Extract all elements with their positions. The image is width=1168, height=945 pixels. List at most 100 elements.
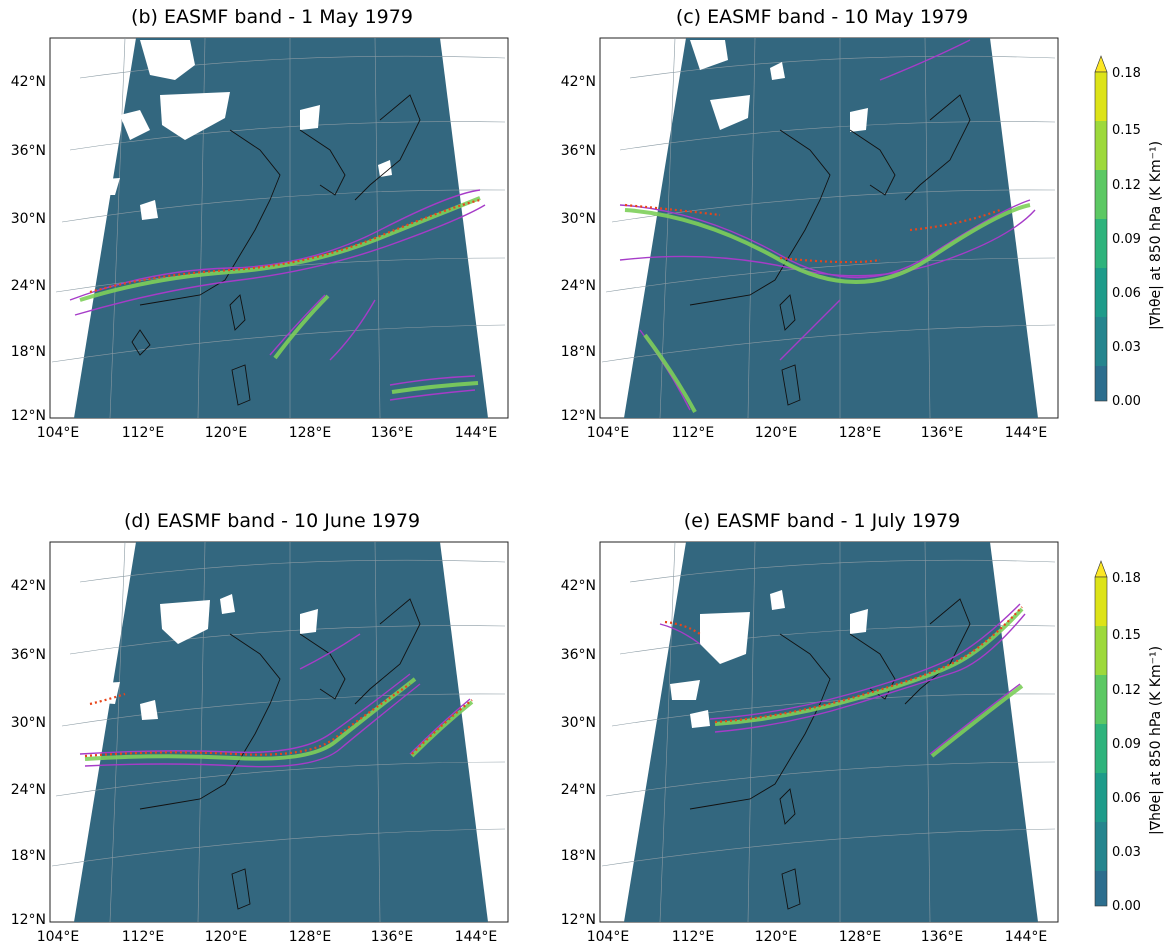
panel-b: (b) EASMF band - 1 May 1979 <box>0 0 560 460</box>
lat-label: 18°N <box>11 848 46 864</box>
land-gaps <box>690 40 868 132</box>
land-gaps <box>90 40 392 220</box>
colorbar-bin <box>1095 72 1107 121</box>
lon-label: 144°E <box>455 929 498 945</box>
colorbar-bin <box>1095 822 1107 871</box>
colorbar-tick: 0.06 <box>1112 286 1141 301</box>
front-band <box>624 203 1031 413</box>
lon-label: 112°E <box>122 425 165 441</box>
panel-title: (e) EASMF band - 1 July 1979 <box>683 510 961 532</box>
colorbar-tick: 0.09 <box>1112 232 1141 247</box>
colorbar-svg: 0.18 0.15 0.12 0.09 0.06 0.03 0.00 <box>1094 55 1141 409</box>
lon-label: 144°E <box>1005 929 1048 945</box>
colorbar-tick: 0.15 <box>1112 123 1141 138</box>
lat-label: 30°N <box>561 715 596 731</box>
graticule <box>51 541 506 923</box>
lat-label: 42°N <box>11 74 46 90</box>
map-field <box>74 38 488 418</box>
lat-label: 24°N <box>561 782 596 798</box>
lon-label: 112°E <box>672 425 715 441</box>
colorbar-tick: 0.15 <box>1112 628 1141 643</box>
lat-label: 18°N <box>561 344 596 360</box>
graticule <box>601 541 1056 923</box>
colorbar-bin <box>1095 170 1107 219</box>
colorbar-extend <box>1094 560 1108 578</box>
lat-label: 18°N <box>11 344 46 360</box>
lat-label: 30°N <box>561 211 596 227</box>
land-gaps <box>670 590 868 728</box>
colorbar-bin <box>1095 724 1107 773</box>
lon-label: 144°E <box>455 425 498 441</box>
colorbar-label: |∇hθe| at 850 hPa (K Km⁻¹) <box>1148 140 1164 330</box>
contours <box>659 603 1026 755</box>
colorbar-bin <box>1095 626 1107 675</box>
colorbar-bin <box>1095 219 1107 268</box>
colorbar-label: |∇hθe| at 850 hPa (K Km⁻¹) <box>1148 645 1164 835</box>
lon-axis-labels: 104°E 112°E 120°E 128°E 136°E 144°E <box>37 929 498 945</box>
colorbar-tick: 0.12 <box>1112 683 1141 698</box>
lat-label: 42°N <box>11 578 46 594</box>
colorbar-tick: 0.00 <box>1112 899 1141 914</box>
front-band <box>84 677 474 761</box>
front-band <box>79 196 481 394</box>
map-field <box>624 542 1038 922</box>
panel-d: (d) EASMF band - 10 June 1979 <box>0 504 560 945</box>
colorbar-svg: 0.18 0.15 0.12 0.09 0.06 0.03 0.00 <box>1094 560 1141 914</box>
front-markers <box>89 198 481 294</box>
lat-label: 12°N <box>11 912 46 928</box>
colorbar-tick: 0.12 <box>1112 178 1141 193</box>
lon-label: 120°E <box>755 425 798 441</box>
colorbar-bin <box>1095 577 1107 626</box>
lon-label: 120°E <box>755 929 798 945</box>
lon-label: 112°E <box>122 929 165 945</box>
lat-label: 18°N <box>561 848 596 864</box>
lon-label: 104°E <box>587 425 630 441</box>
lon-label: 128°E <box>289 929 332 945</box>
lon-label: 144°E <box>1005 425 1048 441</box>
front-markers <box>664 606 1023 724</box>
colorbar-bin <box>1095 121 1107 170</box>
lon-label: 128°E <box>839 929 882 945</box>
panel-title: (d) EASMF band - 10 June 1979 <box>123 510 421 532</box>
panel-title: (b) EASMF band - 1 May 1979 <box>131 6 413 28</box>
lon-label: 136°E <box>921 929 964 945</box>
colorbar-tick: 0.06 <box>1112 791 1141 806</box>
front-markers <box>84 683 473 758</box>
front-band <box>714 607 1024 758</box>
colorbar-extend <box>1094 55 1108 73</box>
coastline <box>689 94 971 406</box>
panel-c: (c) EASMF band - 10 May 1979 <box>550 0 1070 460</box>
lon-label: 136°E <box>371 425 414 441</box>
map-plot: 42°N 36°N 30°N 24°N 18°N 12°N 104°E 112°… <box>561 37 1059 441</box>
lon-label: 136°E <box>371 929 414 945</box>
colorbar-bottom: 0.18 0.15 0.12 0.09 0.06 0.03 0.00 |∇hθe… <box>1090 555 1168 925</box>
map-plot: 42°N 36°N 30°N 24°N 18°N 12°N 104°E 112°… <box>11 37 509 441</box>
lon-label: 128°E <box>839 425 882 441</box>
lat-label: 30°N <box>11 715 46 731</box>
lat-label: 42°N <box>561 578 596 594</box>
lon-label: 120°E <box>205 929 248 945</box>
lat-label: 24°N <box>561 278 596 294</box>
lat-label: 12°N <box>11 408 46 424</box>
lat-label: 36°N <box>11 647 46 663</box>
colorbar-bin <box>1095 317 1107 366</box>
map-field <box>624 38 1038 418</box>
lat-axis-labels: 42°N 36°N 30°N 24°N 18°N 12°N <box>11 74 46 424</box>
panel-title: (c) EASMF band - 10 May 1979 <box>675 6 969 28</box>
colorbar-tick: 0.03 <box>1112 845 1141 860</box>
colorbar-bin <box>1095 366 1107 401</box>
graticule <box>601 37 1056 419</box>
lon-label: 104°E <box>37 425 80 441</box>
lat-label: 36°N <box>561 143 596 159</box>
lat-axis-labels: 42°N 36°N 30°N 24°N 18°N 12°N <box>11 578 46 928</box>
graticule <box>51 37 506 419</box>
contours <box>79 633 471 768</box>
lat-label: 30°N <box>11 211 46 227</box>
front-markers <box>624 203 1001 264</box>
lat-label: 12°N <box>561 408 596 424</box>
colorbar-bin <box>1095 675 1107 724</box>
lat-label: 24°N <box>11 278 46 294</box>
lon-axis-labels: 104°E 112°E 120°E 128°E 136°E 144°E <box>587 425 1048 441</box>
lat-label: 36°N <box>11 143 46 159</box>
lon-label: 104°E <box>587 929 630 945</box>
